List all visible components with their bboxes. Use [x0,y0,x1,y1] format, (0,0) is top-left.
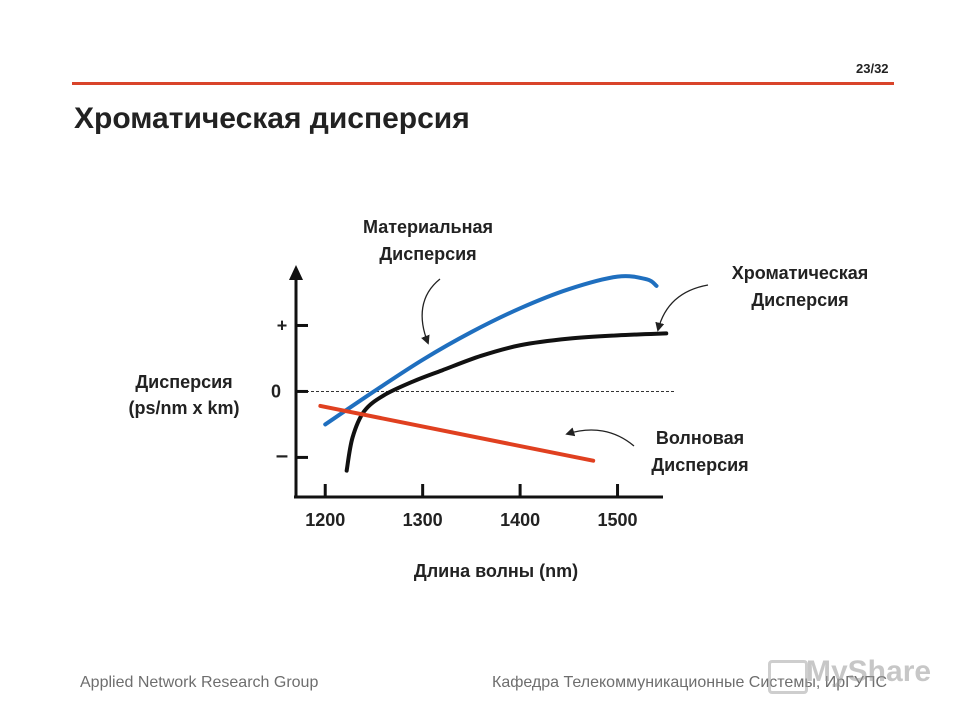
material-label-line1: Материальная [363,217,493,237]
footer-group-name: Applied Network Research Group [80,674,319,691]
footer-department: Кафедра Телекоммуникационные Системы, Ир… [492,674,887,691]
chromatic-callout-arrow [655,284,709,332]
y-tick-label-plus: + [277,315,288,335]
watermark-text: MyShare [806,655,932,688]
material-dispersion-curve [323,274,659,427]
chromatic-dispersion-curve [344,331,669,473]
y-axis-label-line2: (ps/nm x km) [128,398,239,418]
material-callout-arrow [421,278,441,345]
waveguide-dispersion-curve [318,403,596,463]
watermark-icon [768,660,808,694]
y-axis-label-line1: Дисперсия [135,372,232,392]
x-tick-label-1400: 1400 [500,510,540,530]
x-tick-label-1300: 1300 [403,510,443,530]
y-tick-label-zero: 0 [271,381,281,401]
chromatic-label-line2: Дисперсия [751,290,848,310]
waveguide-callout-arrow [565,427,635,447]
waveguide-label-line1: Волновая [656,428,744,448]
page-title: Хроматическая дисперсия [74,102,470,135]
title-rule [72,82,894,85]
slide-counter: 23/32 [856,61,889,76]
x-axis-label: Длина волны (nm) [414,561,578,581]
x-tick-label-1200: 1200 [305,510,345,530]
x-tick-label-1500: 1500 [598,510,638,530]
y-tick-label-minus: – [276,442,288,467]
material-label-line2: Дисперсия [379,244,476,264]
waveguide-label-line2: Дисперсия [651,455,748,475]
y-axis-arrow-icon [289,265,303,280]
chromatic-label-line1: Хроматическая [732,263,869,283]
